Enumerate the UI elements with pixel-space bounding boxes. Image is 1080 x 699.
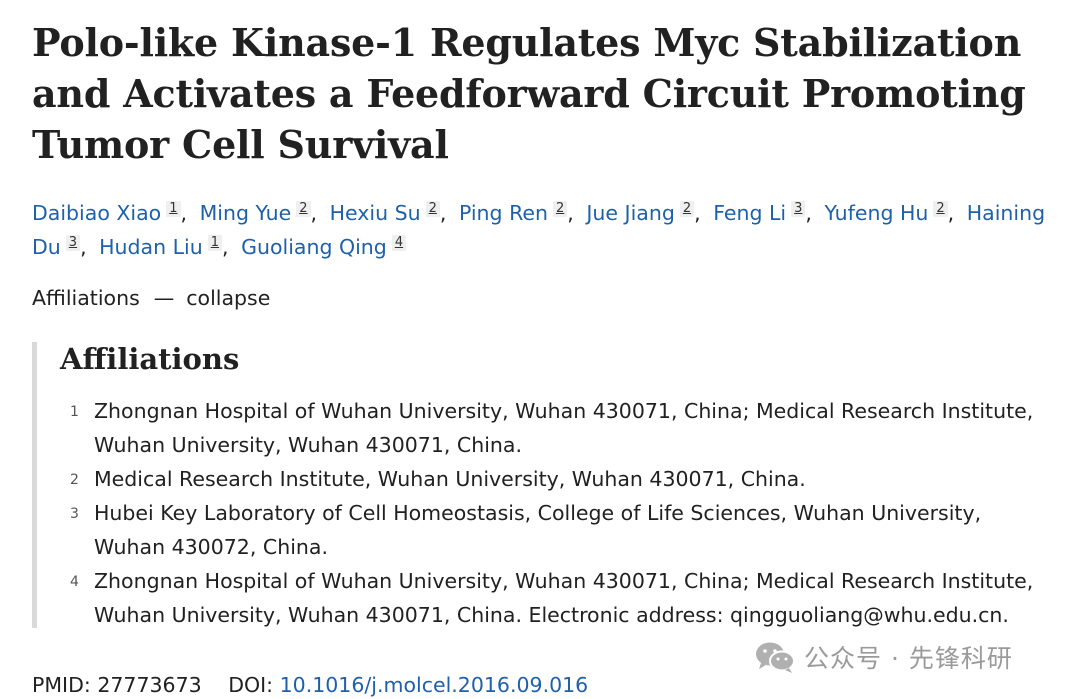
article-title: Polo-like Kinase-1 Regulates Myc Stabili… [32,17,1052,170]
affiliation-ref[interactable]: 2 [680,201,694,217]
affiliation-text: Medical Research Institute, Wuhan Univer… [94,467,806,491]
author-entry: Feng Li 3, [713,201,818,225]
collapse-dash-icon: — [154,286,175,310]
wechat-icon [754,640,796,674]
affiliations-panel: Affiliations 1 Zhongnan Hospital of Wuhan… [32,342,1047,628]
affiliations-heading: Affiliations [60,342,239,376]
affiliation-ref[interactable]: 1 [166,201,180,217]
doi-label: DOI: [228,673,273,697]
affiliation-item: 2 Medical Research Institute, Wuhan Unive… [37,462,1037,496]
author-separator: , [805,201,812,225]
affiliation-ref[interactable]: 3 [66,235,80,251]
affiliation-ref[interactable]: 2 [426,201,440,217]
affiliation-text: Hubei Key Laboratory of Cell Homeostasis… [94,501,981,559]
pmid-label: PMID: [32,673,91,697]
affiliation-ref[interactable]: 2 [553,201,567,217]
affiliation-ref[interactable]: 3 [791,201,805,217]
affiliation-number: 1 [70,395,79,429]
author-entry: Jue Jiang 2, [586,201,706,225]
author-link[interactable]: Yufeng Hu [824,201,928,225]
author-link[interactable]: Ming Yue [200,201,292,225]
author-separator: , [222,235,229,259]
affiliation-number: 3 [70,497,79,531]
affiliations-toggle-label: Affiliations [32,286,140,310]
article-identifiers: PMID: 27773673 DOI: 10.1016/j.molcel.201… [32,671,588,699]
affiliation-ref[interactable]: 1 [208,235,222,251]
author-entry: Hudan Liu 1, [99,235,234,259]
affiliation-number: 2 [70,463,79,497]
author-separator: , [311,201,318,225]
author-entry: Yufeng Hu 2, [824,201,960,225]
affiliation-item: 1 Zhongnan Hospital of Wuhan University, … [37,394,1037,462]
author-separator: , [440,201,447,225]
author-link[interactable]: Feng Li [713,201,786,225]
pmid-value: 27773673 [97,673,201,697]
author-link[interactable]: Daibiao Xiao [32,201,161,225]
author-entry: Ming Yue 2, [200,201,324,225]
author-link[interactable]: Hudan Liu [99,235,203,259]
author-link[interactable]: Hexiu Su [330,201,421,225]
author-entry: Ping Ren 2, [459,201,580,225]
author-separator: , [181,201,188,225]
author-link[interactable]: Guoliang Qing [241,235,387,259]
author-list: Daibiao Xiao 1, Ming Yue 2, Hexiu Su 2, Pin… [32,196,1052,264]
affiliation-ref[interactable]: 2 [296,201,310,217]
watermark-text: 公众号 · 先锋科研 [804,639,1013,675]
affiliations-list: 1 Zhongnan Hospital of Wuhan University, … [37,394,1037,632]
author-separator: , [80,235,87,259]
collapse-label[interactable]: collapse [186,286,270,310]
author-link[interactable]: Jue Jiang [586,201,674,225]
author-separator: , [694,201,701,225]
author-separator: , [948,201,955,225]
author-entry: Guoliang Qing 4 [241,235,406,259]
author-link[interactable]: Ping Ren [459,201,548,225]
affiliations-toggle[interactable]: Affiliations — collapse [32,284,270,312]
affiliation-ref[interactable]: 4 [392,235,406,251]
affiliation-item: 4 Zhongnan Hospital of Wuhan University, … [37,564,1037,632]
watermark: 公众号 · 先锋科研 [754,637,1013,677]
affiliation-text: Zhongnan Hospital of Wuhan University, W… [94,399,1033,457]
author-entry: Hexiu Su 2, [330,201,453,225]
author-separator: , [567,201,574,225]
affiliation-item: 3 Hubei Key Laboratory of Cell Homeostasi… [37,496,1037,564]
author-entry: Daibiao Xiao 1, [32,201,193,225]
doi-link[interactable]: 10.1016/j.molcel.2016.09.016 [280,673,589,697]
affiliation-number: 4 [70,565,79,599]
affiliation-ref[interactable]: 2 [933,201,947,217]
affiliation-text: Zhongnan Hospital of Wuhan University, W… [94,569,1033,627]
